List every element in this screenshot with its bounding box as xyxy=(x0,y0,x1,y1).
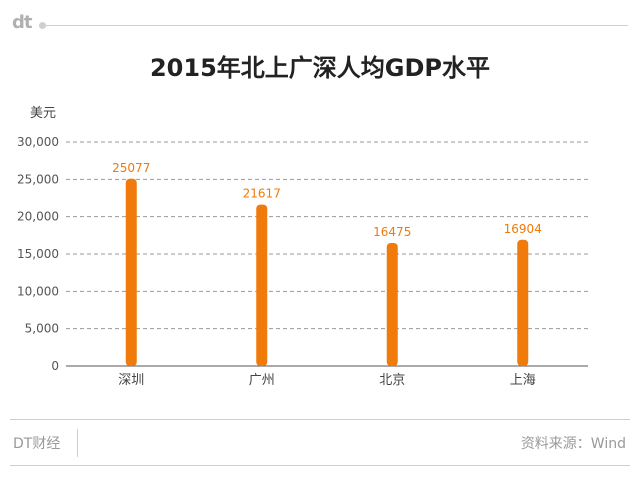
y-tick-label: 5,000 xyxy=(25,322,59,336)
data-labels: 25077 21617 16475 16904 xyxy=(112,161,542,239)
footer-brand: DT财经 xyxy=(13,436,61,452)
x-tick-label: 深圳 xyxy=(118,373,144,388)
x-tick-label: 上海 xyxy=(510,373,536,388)
brand-logo: dt xyxy=(12,12,32,33)
data-label: 21617 xyxy=(243,187,281,201)
y-tick-label: 0 xyxy=(51,359,59,373)
data-label: 16904 xyxy=(504,222,542,236)
grid-layer xyxy=(66,141,588,367)
x-tick-labels: 深圳 广州 北京 上海 xyxy=(118,373,536,388)
y-tick-label: 25,000 xyxy=(17,172,59,186)
y-tick-label: 30,000 xyxy=(17,135,59,149)
y-axis-unit: 美元 xyxy=(30,106,57,121)
x-tick-label: 广州 xyxy=(249,373,275,388)
bar xyxy=(386,242,398,366)
bars xyxy=(125,178,529,366)
data-label: 25077 xyxy=(112,161,150,175)
chart-title: 2015年北上广深人均GDP水平 xyxy=(149,54,490,82)
x-tick-label: 北京 xyxy=(379,373,405,388)
footer-top-rule xyxy=(10,419,630,420)
footer-bottom-rule xyxy=(10,465,630,466)
bar xyxy=(517,239,529,366)
footer-source: 资料来源：Wind xyxy=(520,436,626,452)
header-rule-dot xyxy=(39,22,46,29)
y-tick-label: 20,000 xyxy=(17,210,59,224)
y-tick-label: 10,000 xyxy=(17,284,59,298)
bar xyxy=(125,178,137,366)
y-tick-label: 15,000 xyxy=(17,247,59,261)
bar xyxy=(256,204,268,366)
y-tick-labels: 0 5,000 10,000 15,000 20,000 25,000 30,000 xyxy=(17,135,59,373)
header-rule xyxy=(44,25,628,26)
data-label: 16475 xyxy=(373,225,411,239)
footer-separator xyxy=(77,429,78,457)
